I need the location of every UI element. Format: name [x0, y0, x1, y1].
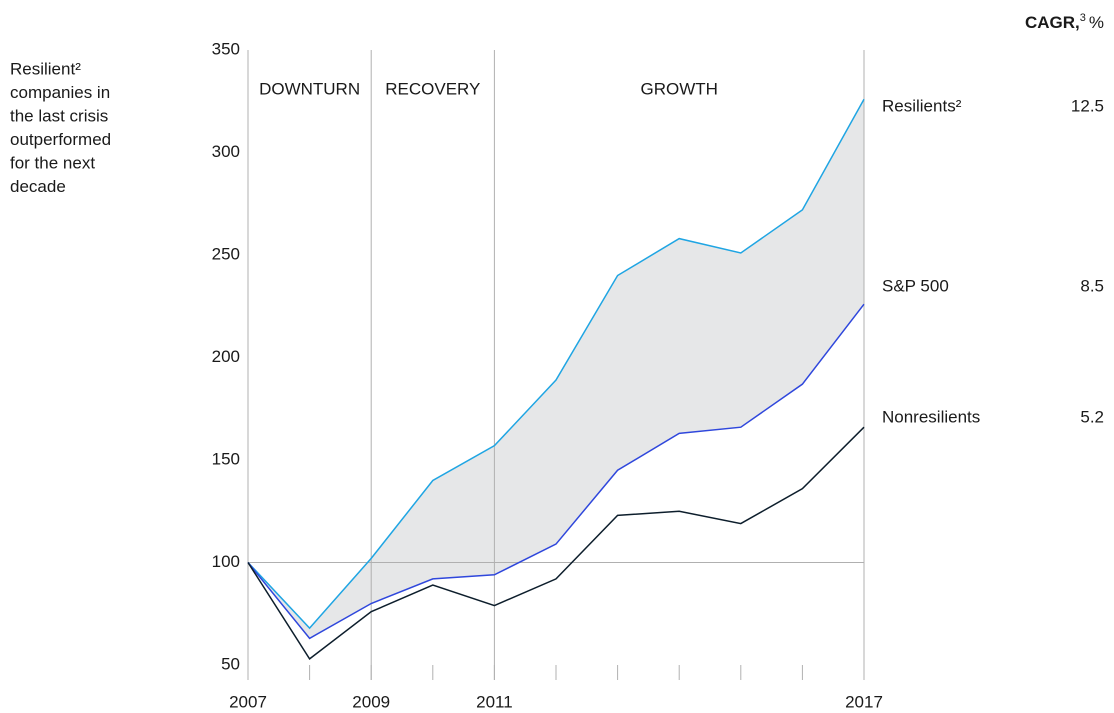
series-line — [247, 426, 865, 660]
legend-label: Nonresilients — [882, 407, 980, 426]
cagr-value: 5.2 — [1080, 407, 1104, 426]
x-tick-label: 2011 — [476, 692, 513, 711]
y-tick-label: 300 — [212, 142, 240, 161]
y-tick-label: 100 — [212, 552, 240, 571]
phase-label: RECOVERY — [385, 79, 480, 98]
cagr-unit: % — [1089, 13, 1104, 32]
annotation-line: Resilient² — [10, 59, 81, 78]
cagr-value: 8.5 — [1080, 276, 1104, 295]
cagr-note: 3 — [1080, 12, 1086, 24]
x-tick-label: 2007 — [229, 692, 267, 711]
annotation-line: outperformed — [10, 130, 111, 149]
x-tick-label: 2017 — [845, 692, 883, 711]
annotation-line: decade — [10, 177, 66, 196]
annotation-line: the last crisis — [10, 106, 108, 125]
cagr-header: CAGR,3% — [1025, 12, 1104, 33]
cagr-label: CAGR, — [1025, 13, 1080, 32]
y-tick-label: 150 — [212, 449, 240, 468]
y-tick-label: 50 — [221, 654, 240, 673]
series-line — [247, 98, 865, 630]
y-tick-label: 200 — [212, 347, 240, 366]
series-line — [247, 303, 865, 640]
cagr-value: 12.5 — [1071, 96, 1104, 115]
legend-label: Resilients² — [882, 96, 962, 115]
annotation-line: for the next — [10, 153, 95, 172]
annotation-line: companies in — [10, 83, 110, 102]
phase-label: GROWTH — [640, 79, 717, 98]
x-tick-label: 2009 — [352, 692, 390, 711]
phase-label: DOWNTURN — [259, 79, 360, 98]
y-tick-label: 350 — [212, 39, 240, 58]
band-area — [248, 99, 864, 639]
legend-label: S&P 500 — [882, 276, 949, 295]
y-tick-label: 250 — [212, 244, 240, 263]
